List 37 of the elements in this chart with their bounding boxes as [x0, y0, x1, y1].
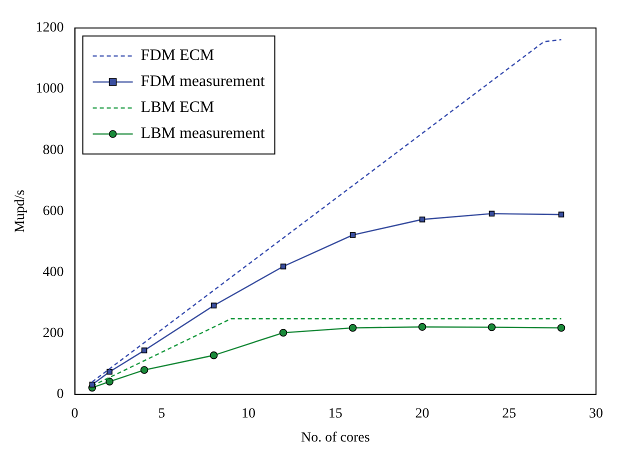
y-axis-title: Mupd/s: [13, 190, 28, 233]
point: [280, 264, 286, 270]
point: [348, 324, 357, 332]
point: [488, 323, 496, 332]
x-tick-label: 25: [502, 406, 516, 422]
x-tick-label: 0: [71, 406, 78, 422]
point: [210, 302, 217, 308]
y-tick-label: 1200: [36, 20, 64, 36]
point: [488, 210, 495, 217]
legend-label: FDM ECM: [140, 47, 214, 64]
y-tick-label: 800: [42, 142, 64, 158]
point: [106, 378, 114, 386]
point: [557, 324, 566, 332]
point: [279, 328, 288, 337]
legend-label: FDM measurement: [140, 73, 266, 90]
x-tick-label: 20: [415, 406, 430, 422]
point: [558, 212, 564, 218]
x-tick-label: 10: [242, 406, 256, 422]
y-tick-label: 200: [42, 326, 64, 342]
point: [89, 382, 96, 388]
legend-label: LBM measurement: [140, 125, 266, 142]
point: [140, 366, 148, 374]
y-tick-label: 400: [42, 264, 64, 280]
point: [419, 216, 426, 222]
legend-label: LBM ECM: [140, 99, 214, 116]
x-tick-label: 30: [589, 406, 603, 422]
y-tick-label: 1000: [36, 82, 64, 97]
y-tick-label: 0: [56, 387, 64, 402]
point: [210, 351, 218, 360]
y-tick-label: 600: [42, 204, 64, 219]
point: [350, 232, 356, 238]
point: [106, 368, 112, 375]
x-tick-label: 5: [158, 406, 166, 422]
point: [141, 348, 148, 354]
x-axis-title: No. of cores: [300, 430, 370, 446]
point: [418, 323, 426, 331]
x-tick-label: 15: [328, 406, 342, 422]
